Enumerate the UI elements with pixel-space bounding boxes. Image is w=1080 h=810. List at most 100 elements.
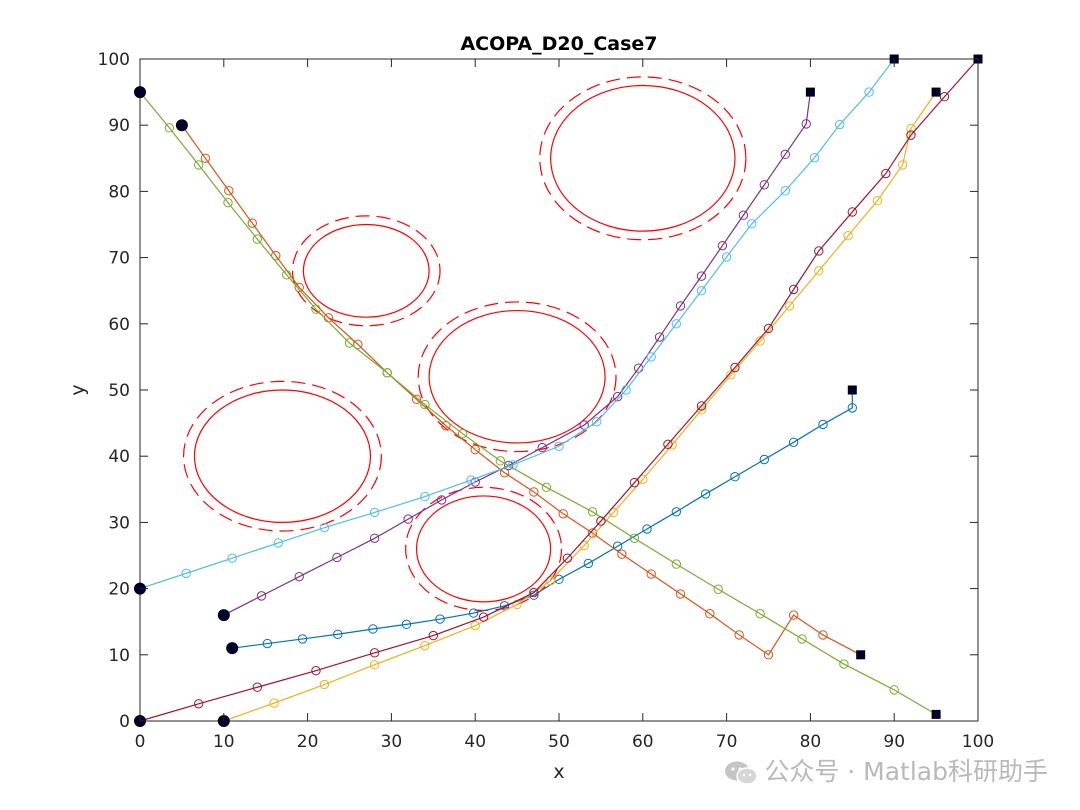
series-point	[675, 301, 686, 311]
y-tick-label: 30	[108, 513, 130, 533]
obstacle-0	[193, 389, 372, 523]
y-tick-label: 70	[108, 249, 130, 269]
series-point	[671, 507, 682, 517]
series-point	[705, 609, 715, 619]
series-point	[939, 92, 950, 102]
x-tick-label: 60	[632, 732, 654, 752]
series-1	[175, 119, 866, 660]
series-point	[441, 421, 451, 431]
series-point	[646, 352, 656, 362]
obstacle-margin-2	[417, 301, 617, 453]
series-point	[269, 698, 279, 708]
series-point	[784, 301, 795, 311]
series-line-6	[139, 58, 979, 722]
y-tick-label: 10	[108, 646, 130, 666]
series-point	[801, 119, 811, 129]
series-point	[435, 614, 445, 624]
x-tick-label: 100	[962, 732, 994, 752]
series-line-0	[232, 390, 853, 649]
series-point	[638, 474, 648, 485]
x-axis-label: x	[553, 761, 564, 783]
series-point	[717, 240, 728, 251]
watermark: 公众号 · Matlab科研助手	[724, 752, 1048, 788]
series-point	[200, 153, 211, 164]
series-point	[788, 437, 799, 447]
series-point	[906, 123, 916, 134]
x-tick-label: 20	[297, 732, 319, 752]
series-point	[382, 368, 392, 378]
series-5	[134, 54, 899, 595]
x-tick-label: 10	[213, 732, 235, 752]
series-point	[529, 587, 539, 598]
y-tick-label: 90	[108, 116, 130, 136]
series-point	[164, 123, 175, 133]
series-point	[181, 568, 191, 579]
obstacle-margin-0	[182, 380, 382, 532]
series-point	[368, 624, 378, 634]
series-point	[227, 553, 237, 563]
series-4	[134, 86, 941, 719]
series-point	[369, 648, 380, 658]
series-point	[818, 419, 828, 430]
series-point	[369, 533, 380, 543]
series-point	[508, 460, 518, 470]
series-point	[897, 160, 908, 170]
series-point	[499, 601, 510, 611]
series-point	[696, 271, 707, 281]
y-tick-label: 0	[119, 712, 130, 732]
x-tick-label: 30	[381, 732, 403, 752]
end-marker-4	[931, 709, 941, 719]
series-point	[847, 207, 857, 217]
series-point	[247, 218, 257, 228]
series-point	[654, 332, 665, 342]
series-point	[713, 584, 723, 594]
obstacle-margin-4	[539, 76, 747, 241]
series-point	[730, 472, 740, 482]
end-marker-3	[805, 87, 815, 97]
series-point	[369, 507, 380, 518]
obstacles	[182, 76, 747, 612]
series-point	[763, 323, 774, 334]
series-point	[193, 699, 204, 709]
obstacle-margin-1	[291, 215, 441, 327]
series-point	[436, 495, 447, 505]
x-tick-label: 40	[464, 732, 486, 752]
series-point	[256, 591, 267, 601]
series-point	[696, 401, 707, 411]
series-point	[734, 630, 744, 640]
series-line-2	[223, 91, 937, 722]
obstacle-1	[302, 223, 430, 318]
series-point	[420, 491, 430, 502]
y-axis-label: y	[67, 384, 89, 395]
series-point	[738, 210, 749, 220]
series-point	[663, 439, 673, 449]
series-point	[759, 180, 770, 190]
series-point	[814, 246, 824, 256]
series-point	[297, 634, 308, 644]
chart-title: ACOPA_D20_Case7	[460, 33, 657, 55]
x-tick-label: 70	[716, 732, 738, 752]
series-point	[608, 507, 619, 518]
series-point	[504, 460, 514, 471]
series-point	[592, 417, 602, 427]
series-point	[311, 304, 321, 314]
series-point	[780, 186, 790, 196]
series-point	[262, 638, 273, 649]
end-marker-1	[856, 650, 866, 660]
series-point	[814, 266, 824, 276]
series-point	[545, 575, 556, 586]
y-tick-label: 20	[108, 580, 130, 600]
obstacle-3	[415, 495, 552, 603]
series-point	[311, 665, 321, 676]
series-point	[755, 336, 765, 346]
obstacle-2	[428, 309, 606, 444]
series-group	[134, 54, 983, 727]
series-0	[226, 385, 857, 655]
series-point	[558, 509, 568, 519]
series-line-4	[139, 91, 937, 715]
series-point	[332, 552, 342, 563]
series-point	[797, 634, 807, 644]
series-point	[420, 399, 430, 410]
series-point	[428, 630, 438, 641]
series-point	[759, 454, 770, 465]
